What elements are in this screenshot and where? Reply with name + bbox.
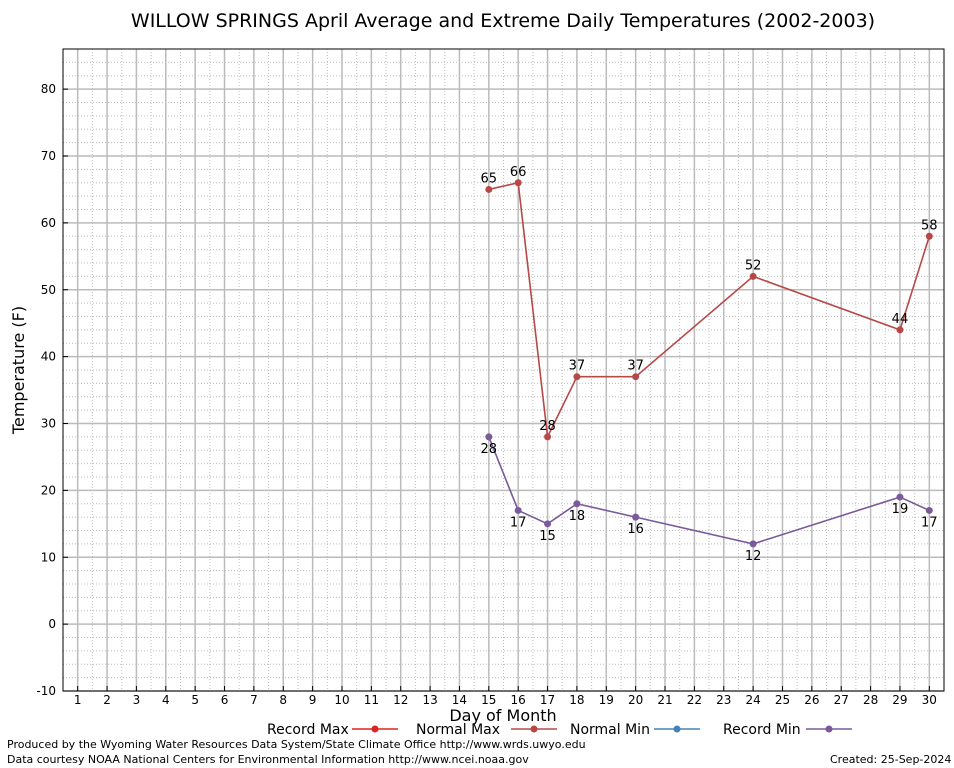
chart-title: WILLOW SPRINGS April Average and Extreme… [131, 10, 875, 32]
series-line [488, 436, 930, 545]
legend-marker [530, 725, 538, 733]
x-tick-label: 21 [657, 693, 672, 707]
x-tick-label: 12 [393, 693, 408, 707]
data-label: 58 [921, 218, 938, 233]
data-label: 28 [481, 442, 498, 457]
y-axis-label: Temperature (F) [9, 306, 28, 435]
x-tick-label: 23 [716, 693, 731, 707]
data-label: 37 [627, 359, 644, 374]
y-tick-label: 40 [41, 350, 56, 364]
data-label: 17 [510, 515, 527, 530]
y-tick-label: 70 [41, 149, 56, 163]
series-line [488, 181, 931, 440]
data-point [749, 272, 757, 280]
x-tick-label: 18 [569, 693, 584, 707]
data-point [632, 373, 640, 381]
legend-marker [825, 725, 833, 733]
x-tick-label: 24 [745, 693, 760, 707]
data-label: 15 [539, 529, 556, 544]
x-tick-label: 28 [863, 693, 878, 707]
data-point [896, 493, 904, 501]
y-tick-label: 50 [41, 283, 56, 297]
series-normal-max: 65 66 28 37 37 52 44 58 [481, 165, 938, 441]
x-tick-label: 7 [250, 693, 258, 707]
x-tick-label: 17 [540, 693, 555, 707]
data-label: 17 [921, 515, 938, 530]
data-point [925, 506, 933, 514]
x-tick-label: 29 [892, 693, 907, 707]
x-tick-label: 26 [804, 693, 819, 707]
x-tick-label: 4 [162, 693, 170, 707]
x-tick-label: 16 [511, 693, 526, 707]
x-tick-label: 30 [922, 693, 937, 707]
legend-label: Record Max [267, 722, 349, 738]
data-label: 16 [627, 522, 644, 537]
y-tick-label: 10 [41, 550, 56, 564]
x-tick-label: 10 [334, 693, 349, 707]
data-point [485, 433, 493, 441]
y-tick-label: 30 [41, 417, 56, 431]
x-axis-label: Day of Month [449, 706, 556, 725]
x-tick-label: 11 [364, 693, 379, 707]
x-tick-label: 3 [133, 693, 141, 707]
x-tick-label: 25 [775, 693, 790, 707]
data-point [544, 433, 552, 441]
data-label: 18 [569, 509, 586, 524]
x-tick-label: 19 [599, 693, 614, 707]
x-tick-label: 20 [628, 693, 643, 707]
data-point [896, 326, 904, 334]
grid [63, 48, 944, 692]
data-point [925, 232, 933, 240]
x-tick-label: 9 [309, 693, 317, 707]
legend-label: Normal Min [570, 722, 650, 738]
data-label: 65 [481, 171, 498, 186]
data-label: 44 [892, 312, 909, 327]
y-tick-label: 0 [48, 617, 56, 631]
x-tick-label: 14 [452, 693, 467, 707]
data-point [485, 185, 493, 193]
legend-marker [673, 725, 681, 733]
data-label: 66 [510, 165, 527, 180]
data-label: 37 [569, 359, 586, 374]
series-record-min: 28 17 15 18 16 12 19 17 [481, 433, 938, 564]
data-label: 19 [892, 502, 909, 517]
y-tick-label: -10 [36, 684, 56, 698]
legend: Record Max Normal Max Normal Min Record Min [267, 722, 852, 738]
x-tick-label: 13 [422, 693, 437, 707]
data-point [514, 179, 522, 187]
footer-created: Created: 25-Sep-2024 [830, 753, 952, 766]
x-tick-label: 8 [279, 693, 287, 707]
x-tick-label: 15 [481, 693, 496, 707]
data-point [573, 500, 581, 508]
x-tick-label: 6 [221, 693, 229, 707]
series-layer: 65 66 28 37 37 52 44 58 28 17 15 18 16 12 19 17 [481, 165, 938, 564]
y-tick-label: 20 [41, 483, 56, 497]
x-tick-label: 22 [687, 693, 702, 707]
data-label: 12 [745, 549, 762, 564]
data-point [544, 520, 552, 528]
y-tick-label: 80 [41, 82, 56, 96]
data-point [632, 513, 640, 521]
x-tick-label: 1 [74, 693, 82, 707]
data-point [749, 540, 757, 548]
x-tick-label: 27 [834, 693, 849, 707]
data-point [573, 373, 581, 381]
footer-courtesy: Data courtesy NOAA National Centers for … [7, 753, 529, 766]
plot-frame [62, 48, 945, 692]
legend-marker [371, 725, 379, 733]
x-tick-label: 2 [103, 693, 111, 707]
data-label: 52 [745, 258, 762, 273]
x-tick-label: 5 [191, 693, 199, 707]
legend-label: Normal Max [416, 722, 500, 738]
footer-produced-by: Produced by the Wyoming Water Resources … [7, 738, 586, 751]
data-label: 28 [539, 419, 556, 434]
y-tick-label: 60 [41, 216, 56, 230]
legend-label: Record Min [723, 722, 801, 738]
data-point [514, 506, 522, 514]
